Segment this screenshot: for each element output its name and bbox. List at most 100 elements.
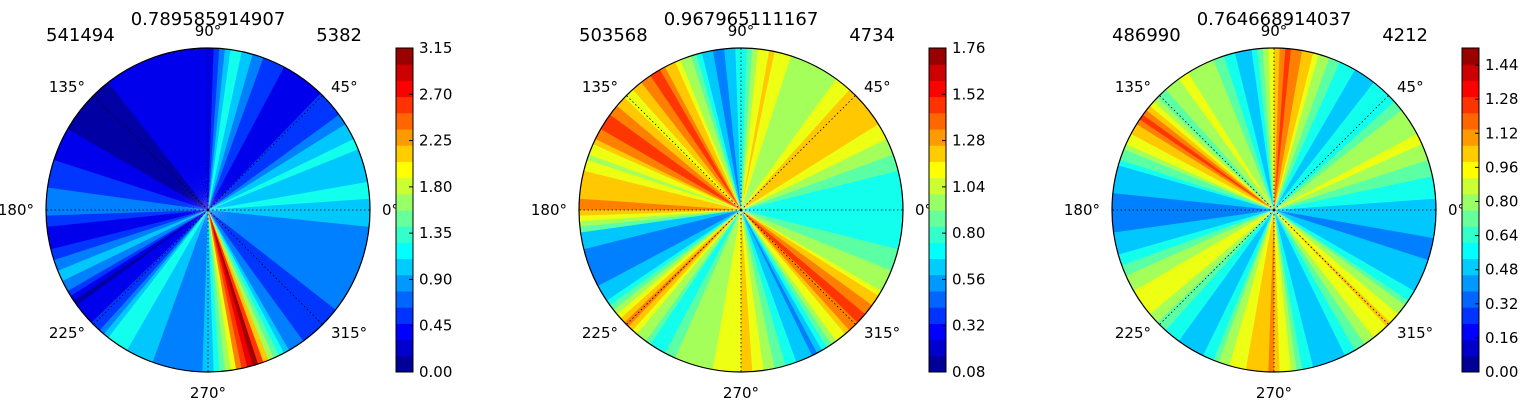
colorbar-tick-label: 0.96: [1485, 158, 1518, 176]
contour-wedge: [121, 69, 208, 210]
colorbar-band: [1462, 48, 1479, 65]
contour-wedge: [680, 210, 741, 363]
contour-wedge: [157, 210, 208, 367]
contour-wedge: [675, 210, 741, 361]
contour-wedge: [1149, 101, 1274, 210]
contour-wedge: [57, 144, 208, 210]
contour-wedge: [741, 210, 833, 348]
contour-wedge: [741, 137, 889, 210]
contour-wedge: [741, 210, 882, 296]
radial-gridline: [740, 209, 856, 325]
contour-wedge: [631, 85, 741, 210]
contour-wedge: [612, 105, 741, 210]
contour-wedge: [208, 57, 269, 210]
colorbar-band: [396, 96, 413, 114]
colorbar-tick-label: 0.08: [952, 363, 985, 381]
contour-wedge: [707, 210, 741, 370]
right-corner-label: 4734: [849, 25, 895, 46]
contour-wedge: [663, 64, 741, 211]
contour-wedge: [208, 210, 363, 266]
contour-wedge: [645, 210, 741, 345]
contour-wedge: [87, 210, 208, 324]
contour-wedge: [1274, 210, 1433, 250]
contour-wedge: [1274, 210, 1361, 351]
angle-label: 270°: [190, 384, 226, 402]
contour-wedge: [1274, 210, 1388, 331]
contour-wedge: [735, 210, 743, 373]
colorbar-band: [396, 339, 413, 357]
contour-wedge: [130, 64, 208, 211]
radial-gridline: [626, 209, 742, 325]
contour-wedge: [1274, 210, 1421, 287]
colorbar-band: [929, 291, 946, 308]
contour-wedge: [208, 210, 305, 345]
contour-wedge: [1208, 210, 1274, 361]
contour-wedge: [696, 210, 741, 368]
contour-wedge: [208, 49, 237, 210]
colorbar-band: [1462, 193, 1479, 211]
contour-wedge: [46, 193, 208, 210]
contour-wedge: [1274, 210, 1423, 282]
colorbar-tick-label: 0.00: [419, 363, 452, 381]
contour-wedge: [1112, 193, 1274, 210]
contour-wedge: [208, 48, 225, 210]
polar-panel-3: 0° 45° 90° 135° 180° 225° 270° 315° 0.7646689140…: [1064, 9, 1519, 402]
contour-wedge: [1130, 129, 1274, 210]
contour-wedge: [741, 48, 758, 210]
contour-wedge: [1274, 210, 1432, 255]
contour-wedge: [1274, 59, 1340, 210]
contour-wedge: [1193, 210, 1274, 354]
contour-wedge: [83, 101, 208, 210]
colorbar-band: [1462, 145, 1479, 162]
contour-wedge: [208, 78, 308, 210]
contour-wedge: [1274, 210, 1379, 338]
colorbar-band: [929, 226, 946, 243]
contour-wedge: [741, 210, 863, 323]
contour-wedge: [606, 114, 741, 210]
contour-wedge: [579, 193, 741, 210]
contour-wedge: [1274, 85, 1383, 210]
radial-gridline: [207, 95, 323, 211]
contour-wedge: [701, 210, 741, 369]
contour-wedge: [741, 210, 866, 319]
contour-wedge: [208, 85, 317, 210]
contour-wedge: [1229, 210, 1274, 368]
contour-wedge: [579, 187, 741, 210]
contour-wedge: [609, 210, 741, 311]
contour-wedge: [1274, 210, 1435, 239]
contour-wedge: [620, 210, 741, 324]
contour-wedge: [1272, 47, 1280, 211]
contour-wedge: [108, 210, 208, 342]
contour-wedge: [208, 210, 330, 323]
contour-wedge: [712, 210, 741, 371]
contour-wedge: [208, 75, 304, 210]
contour-wedge: [741, 49, 770, 210]
colorbar-band: [1462, 96, 1479, 114]
contour-wedge: [1274, 128, 1418, 210]
contour-wedge: [1274, 210, 1436, 222]
contour-wedge: [580, 181, 741, 210]
contour-wedge: [1274, 100, 1399, 210]
colorbar-band: [396, 129, 413, 146]
contour-wedge: [1274, 210, 1415, 296]
colorbar-band: [929, 242, 946, 260]
contour-wedge: [50, 165, 208, 210]
contour-wedge: [718, 210, 741, 372]
contour-wedge: [49, 170, 209, 210]
contour-wedge: [111, 75, 208, 210]
colorbar-tick-label: 1.80: [419, 178, 452, 196]
contour-wedge: [640, 78, 741, 210]
contour-wedge: [64, 129, 208, 210]
angle-label: 90°: [1261, 22, 1288, 40]
contour-wedge: [208, 210, 295, 351]
contour-wedge: [208, 210, 322, 331]
angle-label: 45°: [331, 78, 358, 96]
colorbar-tick-label: 1.04: [952, 178, 985, 196]
contour-wedge: [644, 75, 741, 210]
contour-wedge: [741, 208, 904, 216]
contour-wedge: [1139, 210, 1274, 307]
radial-gridline: [93, 209, 209, 325]
contour-wedge: [79, 105, 209, 210]
contour-wedge: [73, 114, 208, 210]
